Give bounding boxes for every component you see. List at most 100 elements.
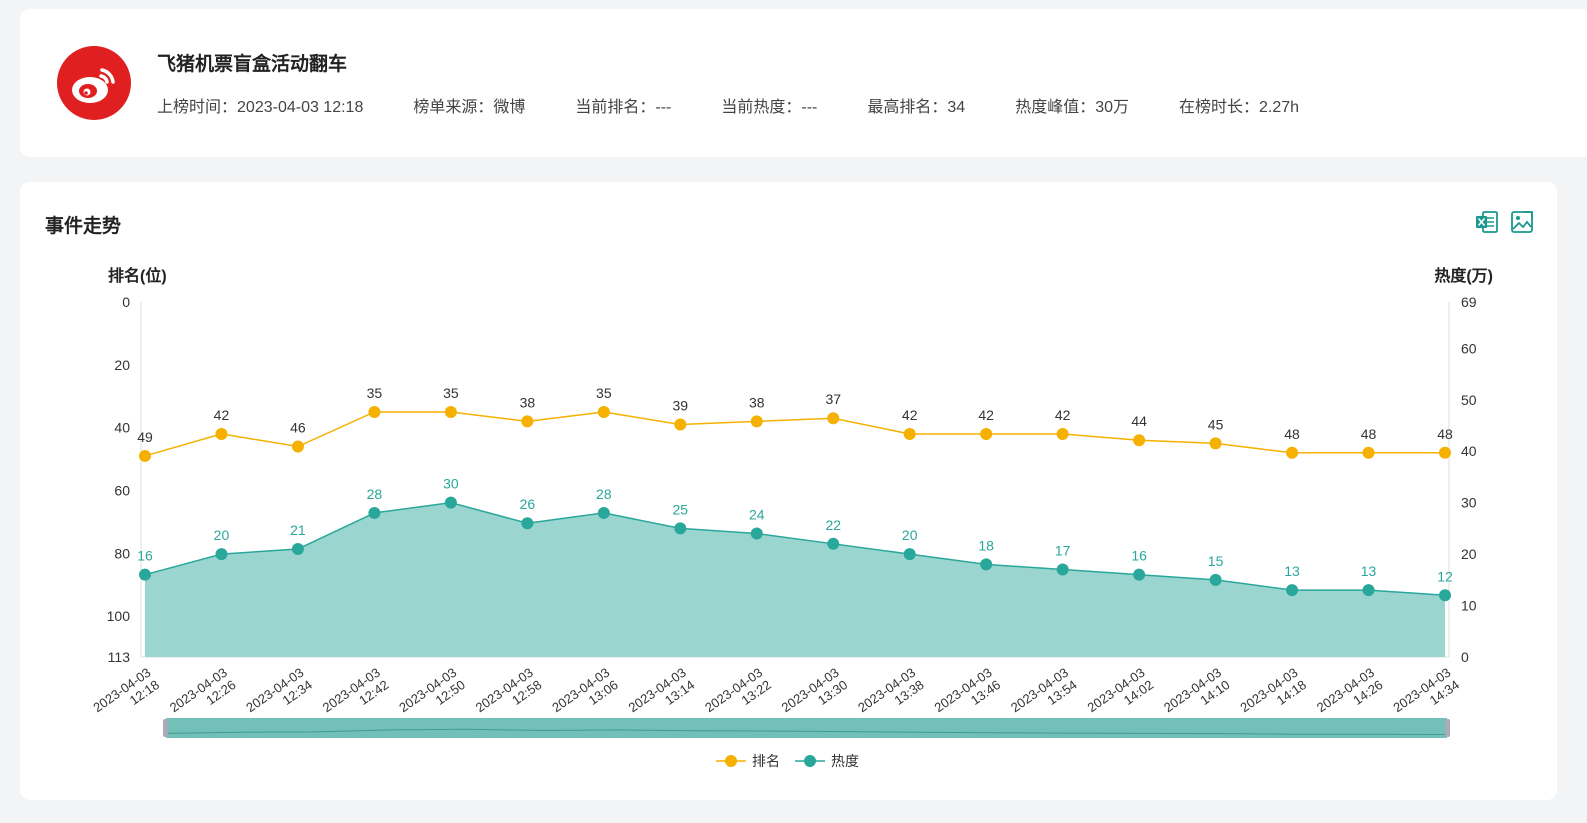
- heat-point[interactable]: [750, 527, 763, 540]
- heat-area: [145, 502, 1445, 657]
- heat-point[interactable]: [368, 506, 381, 519]
- heat-data-label: 22: [825, 517, 841, 533]
- rank-point[interactable]: [521, 415, 534, 428]
- left-tick-label: 0: [122, 294, 130, 310]
- heat-point[interactable]: [1133, 568, 1146, 581]
- rank-line: [144, 411, 1445, 457]
- heat-point[interactable]: [521, 517, 534, 530]
- right-tick-label: 50: [1461, 392, 1477, 408]
- zoom-handle-left[interactable]: [163, 719, 168, 737]
- rank-point[interactable]: [368, 405, 381, 418]
- rank-point[interactable]: [674, 418, 687, 431]
- heat-point[interactable]: [980, 558, 993, 571]
- left-tick-label: 40: [114, 420, 130, 436]
- heat-data-label: 18: [978, 537, 994, 553]
- rank-point[interactable]: [827, 412, 840, 425]
- legend-label: 热度: [831, 753, 859, 769]
- rank-point[interactable]: [1133, 434, 1146, 447]
- meta-current-heat: 当前热度：---: [721, 99, 818, 116]
- right-tick-label: 20: [1461, 546, 1477, 562]
- right-tick-label: 10: [1461, 598, 1477, 614]
- heat-data-label: 20: [902, 527, 918, 543]
- heat-point[interactable]: [597, 506, 610, 519]
- heat-point[interactable]: [827, 537, 840, 550]
- rank-data-label: 42: [902, 407, 918, 423]
- heat-point[interactable]: [1286, 584, 1299, 597]
- heat-point[interactable]: [1209, 573, 1222, 586]
- heat-data-label: 28: [367, 486, 383, 502]
- rank-point[interactable]: [1286, 446, 1299, 459]
- right-tick-label: 30: [1461, 495, 1477, 511]
- rank-point[interactable]: [1362, 446, 1375, 459]
- zoom-handle-right[interactable]: [1445, 719, 1450, 737]
- heat-point[interactable]: [674, 522, 687, 535]
- rank-data-label: 46: [290, 420, 306, 436]
- rank-data-label: 44: [1131, 413, 1147, 429]
- rank-data-label: 38: [520, 394, 536, 410]
- rank-data-label: 45: [1208, 416, 1224, 432]
- legend-item-rank[interactable]: 排名: [716, 753, 780, 769]
- event-info-card: 飞猪机票盲盒活动翻车 上榜时间：2023-04-03 12:18 榜单来源：微博…: [20, 9, 1587, 157]
- rank-point[interactable]: [1056, 427, 1069, 440]
- left-tick-label: 113: [108, 649, 131, 665]
- legend-label: 排名: [752, 753, 780, 769]
- right-tick-label: 0: [1461, 649, 1469, 665]
- heat-point[interactable]: [1056, 563, 1069, 576]
- legend-item-heat[interactable]: 热度: [795, 753, 859, 769]
- data-zoom-slider[interactable]: [163, 718, 1450, 738]
- rank-data-label: 48: [1284, 426, 1300, 442]
- rank-point[interactable]: [291, 440, 304, 453]
- rank-point[interactable]: [1209, 437, 1222, 450]
- zoom-track[interactable]: [166, 718, 1447, 738]
- heat-data-label: 17: [1055, 543, 1071, 559]
- heat-point[interactable]: [1362, 584, 1375, 597]
- heat-data-label: 28: [596, 486, 612, 502]
- heat-data-label: 20: [214, 527, 230, 543]
- heat-point[interactable]: [215, 548, 228, 561]
- rank-point[interactable]: [1439, 446, 1451, 459]
- rank-point[interactable]: [750, 415, 763, 428]
- rank-data-label: 35: [367, 385, 383, 401]
- meta-listed-time: 上榜时间：2023-04-03 12:18: [157, 99, 364, 116]
- meta-duration: 在榜时长：2.27h: [1179, 99, 1300, 116]
- meta-top-rank: 最高排名：34: [867, 99, 966, 116]
- heat-data-label: 16: [1131, 548, 1147, 564]
- heat-point[interactable]: [903, 548, 916, 561]
- heat-data-label: 13: [1284, 563, 1300, 579]
- rank-point[interactable]: [903, 427, 916, 440]
- rank-point[interactable]: [444, 405, 457, 418]
- excel-export-icon[interactable]: [1474, 209, 1500, 235]
- heat-point[interactable]: [444, 496, 457, 509]
- right-tick-label: 60: [1461, 340, 1477, 356]
- rank-data-label: 38: [749, 394, 765, 410]
- trend-chart: 排名(位) 热度(万) 0 20 40 60 80 100 113 0 10 20 30 40 50 60…: [90, 266, 1493, 769]
- rank-data-label: 37: [825, 391, 841, 407]
- weibo-logo-icon: [57, 46, 131, 120]
- rank-point[interactable]: [597, 405, 610, 418]
- rank-data-label: 42: [1055, 407, 1071, 423]
- rank-data-label: 35: [596, 385, 612, 401]
- rank-point[interactable]: [139, 449, 151, 462]
- event-title: 飞猪机票盲盒活动翻车: [157, 54, 348, 75]
- left-tick-label: 60: [114, 482, 130, 498]
- rank-data-label: 42: [214, 407, 230, 423]
- rank-data-label: 42: [978, 407, 994, 423]
- heat-data-label: 16: [137, 548, 153, 564]
- heat-data-label: 26: [520, 496, 536, 512]
- heat-point[interactable]: [1439, 589, 1451, 602]
- left-tick-label: 100: [107, 608, 131, 624]
- right-tick-label: 40: [1461, 443, 1477, 459]
- section-title: 事件走势: [45, 216, 122, 237]
- rank-point[interactable]: [215, 427, 228, 440]
- meta-peak-heat: 热度峰值：30万: [1015, 99, 1130, 116]
- heat-data-label: 30: [443, 476, 459, 492]
- rank-point[interactable]: [980, 427, 993, 440]
- zoom-preview-line: [165, 728, 1448, 736]
- image-export-icon[interactable]: [1509, 209, 1535, 235]
- left-axis-label: 排名(位): [108, 266, 167, 285]
- rank-data-label: 48: [1437, 426, 1453, 442]
- heat-line: [144, 501, 1446, 597]
- rank-data-label: 35: [443, 385, 459, 401]
- heat-point[interactable]: [139, 568, 151, 581]
- heat-point[interactable]: [291, 542, 304, 555]
